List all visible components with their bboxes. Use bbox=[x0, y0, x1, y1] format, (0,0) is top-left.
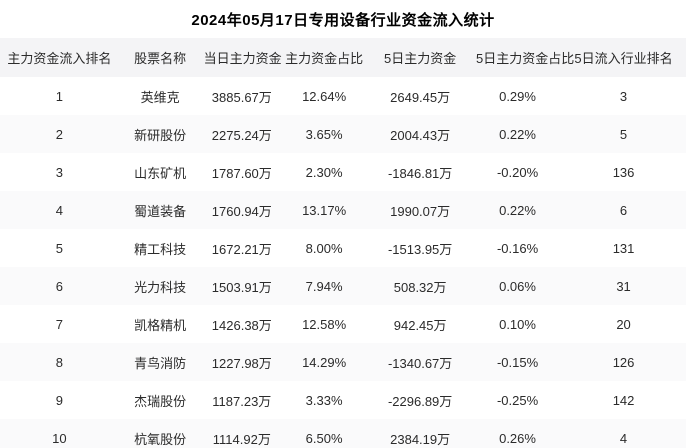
table-cell: 2649.45万 bbox=[390, 89, 451, 105]
table-cell: 10 bbox=[52, 430, 67, 446]
table-cell: 942.45万 bbox=[393, 317, 447, 333]
table-cell: 凯格精机 bbox=[134, 317, 187, 333]
table-cell: 4 bbox=[55, 202, 63, 218]
table-cell: 1503.91万 bbox=[211, 279, 272, 295]
table-cell: -0.25% bbox=[496, 392, 539, 408]
table-cell: 5 bbox=[619, 126, 628, 142]
table-cell: 6.50% bbox=[305, 430, 343, 446]
table-cell: 4 bbox=[619, 430, 628, 446]
table-cell: 7 bbox=[55, 316, 63, 332]
header-stock-name: 股票名称 bbox=[118, 38, 202, 77]
table-row: 3 山东矿机 1787.60万 2.30% -1846.81万 -0.20% 136 bbox=[0, 153, 686, 191]
table-cell: 青鸟消防 bbox=[134, 355, 187, 371]
capital-flow-table: 主力资金流入排名 股票名称 当日主力资金 主力资金占比 5日主力资金 5日主力资… bbox=[0, 38, 686, 448]
header-5day-main-capital-ratio: 5日主力资金占比 bbox=[473, 38, 574, 77]
table-cell: 1227.98万 bbox=[211, 355, 272, 371]
table-cell: 3.65% bbox=[305, 126, 343, 142]
table-cell: 杰瑞股份 bbox=[134, 393, 187, 409]
table-cell: 31 bbox=[616, 278, 631, 294]
table-cell: -1513.95万 bbox=[387, 241, 453, 257]
table-cell: 英维克 bbox=[140, 89, 180, 105]
table-row: 2 新研股份 2275.24万 3.65% 2004.43万 0.22% 5 bbox=[0, 115, 686, 153]
table-cell: -0.15% bbox=[496, 354, 539, 370]
table-cell: 2384.19万 bbox=[390, 431, 451, 447]
table-cell: 142 bbox=[612, 392, 635, 408]
table-row: 4 蜀道装备 1760.94万 13.17% 1990.07万 0.22% 6 bbox=[0, 191, 686, 229]
table-cell: 3.33% bbox=[305, 392, 343, 408]
table-cell: 0.10% bbox=[499, 316, 536, 332]
table-row: 6 光力科技 1503.91万 7.94% 508.32万 0.06% 31 bbox=[0, 267, 686, 305]
header-5day-industry-inflow-rank: 5日流入行业排名 bbox=[561, 38, 686, 77]
table-cell: 3885.67万 bbox=[211, 89, 272, 105]
table-cell: 0.06% bbox=[499, 278, 536, 294]
table-cell: 12.64% bbox=[302, 88, 347, 104]
table-cell: 2.30% bbox=[305, 164, 343, 180]
table-cell: 20 bbox=[616, 316, 631, 332]
table-cell: 3 bbox=[619, 88, 628, 104]
table-cell: 光力科技 bbox=[134, 279, 187, 295]
table-row: 1 英维克 3885.67万 12.64% 2649.45万 0.29% 3 bbox=[0, 77, 686, 115]
table-row: 9 杰瑞股份 1187.23万 3.33% -2296.89万 -0.25% 142 bbox=[0, 381, 686, 419]
table-cell: 3 bbox=[55, 164, 63, 180]
table-cell: 126 bbox=[612, 354, 635, 370]
table-cell: 1114.92万 bbox=[212, 431, 271, 447]
table-cell: 6 bbox=[619, 202, 628, 218]
table-row: 10 杭氧股份 1114.92万 6.50% 2384.19万 0.26% 4 bbox=[0, 419, 686, 448]
table-cell: 0.22% bbox=[499, 202, 536, 218]
table-cell: 9 bbox=[55, 392, 63, 408]
table-cell: 508.32万 bbox=[393, 279, 447, 295]
table-cell: 0.22% bbox=[499, 126, 536, 142]
table-cell: -0.16% bbox=[496, 240, 539, 256]
table-cell: 13.17% bbox=[302, 202, 347, 218]
table-body: 1 英维克 3885.67万 12.64% 2649.45万 0.29% 3 2 新研股份 227… bbox=[0, 77, 686, 448]
table-cell: 精工科技 bbox=[134, 241, 187, 257]
table-cell: -0.20% bbox=[496, 164, 539, 180]
table-cell: 0.26% bbox=[499, 430, 536, 446]
table-cell: 14.29% bbox=[302, 354, 347, 370]
table-cell: 5 bbox=[55, 240, 63, 256]
header-main-inflow-rank: 主力资金流入排名 bbox=[0, 38, 119, 77]
table-cell: 1787.60万 bbox=[211, 165, 272, 181]
table-cell: 1672.21万 bbox=[211, 241, 272, 257]
table-cell: 6 bbox=[55, 278, 63, 294]
table-cell: 0.29% bbox=[499, 88, 536, 104]
table-cell: 7.94% bbox=[305, 278, 343, 294]
table-cell: 136 bbox=[612, 164, 635, 180]
table-cell: 1187.23万 bbox=[212, 393, 272, 409]
table-cell: 2 bbox=[55, 126, 63, 142]
table-row: 8 青鸟消防 1227.98万 14.29% -1340.67万 -0.15% 126 bbox=[0, 343, 686, 381]
table-cell: 12.58% bbox=[302, 316, 347, 332]
table-cell: -2296.89万 bbox=[387, 393, 453, 409]
header-today-main-capital: 当日主力资金 bbox=[201, 38, 282, 77]
table-header-row: 主力资金流入排名 股票名称 当日主力资金 主力资金占比 5日主力资金 5日主力资… bbox=[0, 38, 686, 77]
table-cell: 1426.38万 bbox=[211, 317, 272, 333]
table-cell: 1990.07万 bbox=[390, 203, 451, 219]
table-row: 7 凯格精机 1426.38万 12.58% 942.45万 0.10% 20 bbox=[0, 305, 686, 343]
table-cell: 山东矿机 bbox=[134, 165, 187, 181]
table-cell: 1 bbox=[55, 88, 63, 104]
table-cell: -1340.67万 bbox=[387, 355, 453, 371]
table-cell: 8 bbox=[55, 354, 63, 370]
table-cell: 2004.43万 bbox=[390, 127, 451, 143]
table-cell: 2275.24万 bbox=[211, 127, 272, 143]
header-main-capital-ratio: 主力资金占比 bbox=[281, 38, 367, 77]
header-5day-main-capital: 5日主力资金 bbox=[366, 38, 474, 77]
table-cell: 131 bbox=[612, 240, 635, 256]
page-title: 2024年05月17日专用设备行业资金流入统计 bbox=[191, 11, 495, 29]
table-cell: 新研股份 bbox=[134, 127, 187, 143]
table-cell: 1760.94万 bbox=[211, 203, 272, 219]
table-cell: 杭氧股份 bbox=[134, 431, 187, 447]
table-row: 5 精工科技 1672.21万 8.00% -1513.95万 -0.16% 131 bbox=[0, 229, 686, 267]
table-cell: 蜀道装备 bbox=[134, 203, 187, 219]
table-cell: -1846.81万 bbox=[387, 165, 453, 181]
table-cell: 8.00% bbox=[305, 240, 343, 256]
